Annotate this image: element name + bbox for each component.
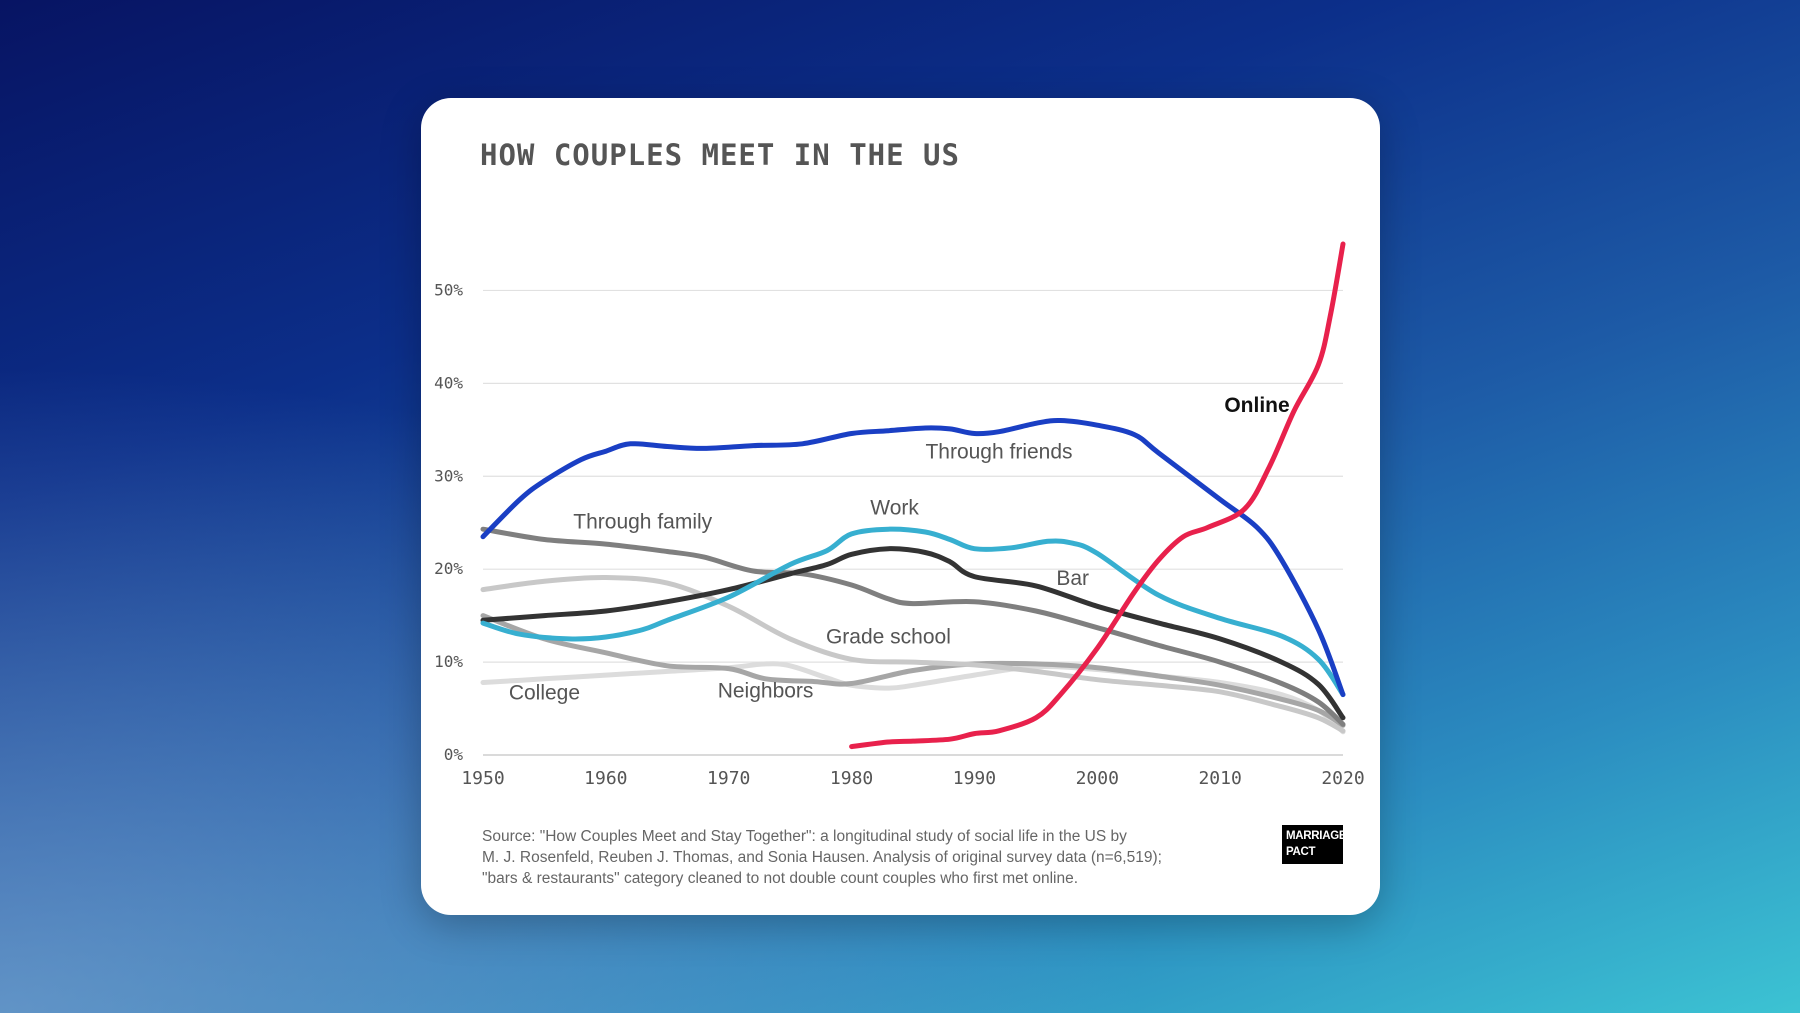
series-label-online: Online [1224,394,1289,417]
logo-line-1: MARRIAGE [1286,830,1347,842]
x-tick-label: 1990 [953,768,996,789]
series-label-neighbors: Neighbors [718,679,814,702]
x-tick-label: 1960 [584,768,627,789]
series-line-through-family [480,526,1346,727]
series-lines [480,241,1346,750]
chart-title: HOW COUPLES MEET IN THE US [480,138,960,172]
source-line-3: "bars & restaurants" category cleaned to… [482,870,1079,887]
y-tick-label: 30% [434,466,463,485]
series-line-neighbors [480,613,1346,728]
series-label-bar: Bar [1056,567,1089,590]
series-line-through-friends [480,417,1346,698]
x-tick-label: 1970 [707,768,750,789]
y-tick-label: 20% [434,559,463,578]
marriage-pact-logo: MARRIAGE PACT [1282,825,1347,864]
x-tick-label: 1950 [461,768,504,789]
logo-line-2: PACT [1286,846,1316,858]
source-line-2: M. J. Rosenfeld, Reuben J. Thomas, and S… [482,849,1162,866]
gridlines [483,289,1343,756]
y-tick-label: 40% [434,373,463,392]
y-tick-label: 10% [434,652,463,671]
x-tick-label: 2000 [1076,768,1119,789]
series-label-through-family: Through family [573,510,712,533]
series-label-through-friends: Through friends [925,441,1072,464]
y-tick-label: 50% [434,280,463,299]
line-chart: College Neighbors Grade school Through fami… [434,241,1365,789]
series-line-work [480,526,1346,698]
series-line-college [480,661,1346,735]
source-line-1: Source: "How Couples Meet and Stay Toget… [482,828,1127,845]
chart-card: HOW COUPLES MEET IN THE US College Neighb… [421,98,1380,915]
series-line-online [849,241,1346,750]
series-line-grade-school [480,574,1346,734]
x-tick-label: 2020 [1321,768,1364,789]
x-tick-label: 2010 [1198,768,1241,789]
x-tick-label: 1980 [830,768,873,789]
y-tick-label: 0% [444,745,464,764]
axis-tick-labels: 0% 10% 20% 30% 40% 50% 1950 1960 1970 1980 1990 200… [434,280,1365,789]
series-label-college: College [509,681,580,704]
series-labels: College Neighbors Grade school Through fami… [509,394,1290,704]
series-label-work: Work [870,496,919,519]
series-line-bar [480,546,1346,721]
series-label-grade-school: Grade school [826,626,951,649]
source-note: Source: "How Couples Meet and Stay Toget… [482,826,1242,889]
